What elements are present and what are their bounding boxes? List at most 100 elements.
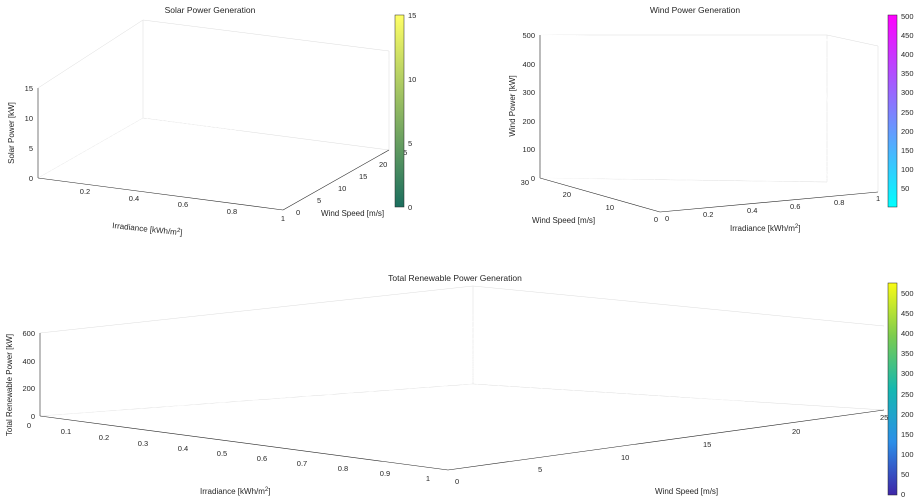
total-surface-patch bbox=[561, 357, 583, 364]
total-surface-patch bbox=[807, 368, 831, 375]
total-surface-patch bbox=[386, 458, 408, 462]
total-surface-patch bbox=[366, 456, 388, 459]
total-surface-patch bbox=[706, 349, 729, 356]
total-surface-patch bbox=[713, 384, 735, 391]
wind-surface-patch bbox=[761, 39, 778, 57]
wind-surface-patch bbox=[555, 124, 572, 135]
wind-surface-patch bbox=[614, 82, 631, 96]
wind-surface-patch bbox=[585, 125, 602, 135]
total-surface-patch bbox=[134, 417, 156, 421]
total-surface-patch bbox=[295, 444, 317, 448]
total-surface-patch bbox=[540, 356, 563, 362]
total-z-tick: 200 bbox=[22, 384, 35, 393]
total-surface-patch bbox=[214, 432, 236, 435]
total-surface-patch bbox=[581, 364, 603, 370]
total-surface-patch bbox=[715, 368, 737, 375]
total-surface-patch bbox=[450, 326, 473, 334]
total-surface-patch bbox=[243, 440, 266, 444]
total-surface-patch bbox=[821, 335, 844, 344]
total-surface-patch bbox=[643, 363, 665, 370]
total-y-tick: 20 bbox=[792, 427, 800, 436]
total-surface-patch bbox=[433, 439, 455, 443]
total-surface-patch bbox=[157, 411, 179, 414]
total-surface-patch bbox=[360, 439, 382, 443]
wind-z-tick: 500 bbox=[522, 31, 535, 40]
total-surface-patch bbox=[406, 352, 429, 358]
total-surface-patch bbox=[267, 431, 289, 434]
total-surface-patch bbox=[363, 426, 385, 430]
wind-surface-patch bbox=[635, 165, 653, 170]
total-surface-patch bbox=[715, 356, 739, 363]
wind-surface-patch bbox=[735, 84, 752, 99]
total-surface-patch bbox=[759, 332, 782, 340]
wind-z-label: Wind Power [kW] bbox=[508, 75, 517, 136]
total-surface-patch bbox=[437, 359, 459, 365]
total-surface-patch bbox=[656, 333, 679, 340]
total-surface-patch bbox=[112, 419, 134, 423]
wind-surface-patch bbox=[681, 156, 699, 163]
total-surface-patch bbox=[487, 368, 509, 374]
total-surface-patch bbox=[450, 455, 472, 459]
total-surface-patch bbox=[714, 373, 736, 380]
wind-surface-patch bbox=[690, 83, 707, 98]
total-surface-patch bbox=[517, 375, 540, 381]
total-surface-patch bbox=[239, 418, 261, 421]
total-surface-patch bbox=[779, 340, 802, 348]
total-surface-patch bbox=[396, 351, 418, 357]
wind-axes bbox=[539, 35, 879, 213]
total-z-ticks: 0 200 400 600 bbox=[22, 329, 35, 421]
total-surface-patch bbox=[358, 446, 380, 450]
wind-surface-patch bbox=[793, 170, 812, 175]
wind-surface-patch bbox=[599, 67, 616, 83]
wind-surface-patch bbox=[679, 144, 697, 152]
total-surface-patch bbox=[714, 379, 736, 385]
wind-surface-patch bbox=[697, 162, 715, 168]
solar-y-tick: 0 bbox=[296, 208, 300, 217]
total-surface-patch bbox=[636, 325, 659, 333]
wind-surface-patch bbox=[630, 95, 647, 108]
total-surface-patch bbox=[723, 390, 745, 396]
total-surface-patch bbox=[450, 320, 474, 328]
total-surface-patch bbox=[787, 366, 810, 374]
total-surface-patch bbox=[800, 334, 823, 342]
total-surface-patch bbox=[553, 320, 577, 328]
wind-z-tick: 300 bbox=[522, 88, 535, 97]
wind-surface-patch bbox=[646, 117, 664, 128]
total-surface-patch bbox=[293, 413, 315, 417]
wind-surface-patch bbox=[569, 81, 586, 95]
total-surface-patch bbox=[142, 425, 164, 429]
total-surface-patch bbox=[591, 365, 613, 371]
wind-surface-patch bbox=[825, 86, 843, 101]
wind-surface-patch bbox=[726, 145, 744, 154]
total-surface-patch bbox=[136, 409, 158, 412]
wind-surface-patch bbox=[725, 137, 743, 147]
total-surface-patch bbox=[755, 382, 777, 388]
total-surface-patch bbox=[242, 405, 264, 409]
total-surface-patch bbox=[418, 342, 440, 348]
total-surface-patch bbox=[104, 412, 126, 415]
total-surface-patch bbox=[460, 456, 483, 460]
total-surface-patch bbox=[305, 448, 327, 452]
solar-axes bbox=[37, 88, 390, 211]
wind-surface-patch bbox=[660, 83, 677, 97]
total-surface-patch bbox=[738, 331, 762, 339]
wind-surface-patch bbox=[555, 133, 572, 142]
solar-y-tick: 20 bbox=[379, 160, 387, 169]
total-surface-patch bbox=[407, 461, 429, 465]
total-surface-patch bbox=[509, 359, 531, 365]
wind-surface-patch bbox=[660, 95, 677, 109]
total-surface-patch bbox=[471, 457, 493, 461]
total-surface-patch bbox=[841, 336, 864, 345]
total-surface-patch bbox=[852, 337, 875, 346]
total-chart: Total Renewable Power Generation 0 200 4… bbox=[5, 273, 914, 499]
total-surface-patch bbox=[581, 358, 604, 365]
total-surface-patch bbox=[490, 341, 512, 348]
wind-surface-patch bbox=[599, 81, 616, 96]
total-x-label: Irradiance [kWh/m2] bbox=[200, 487, 270, 496]
solar-x-tick: 0.2 bbox=[80, 187, 90, 196]
wind-y-tick: 30 bbox=[521, 178, 529, 187]
total-surface-patch bbox=[259, 420, 282, 423]
total-surface-patch bbox=[247, 426, 270, 430]
total-surface-patch bbox=[601, 365, 624, 372]
